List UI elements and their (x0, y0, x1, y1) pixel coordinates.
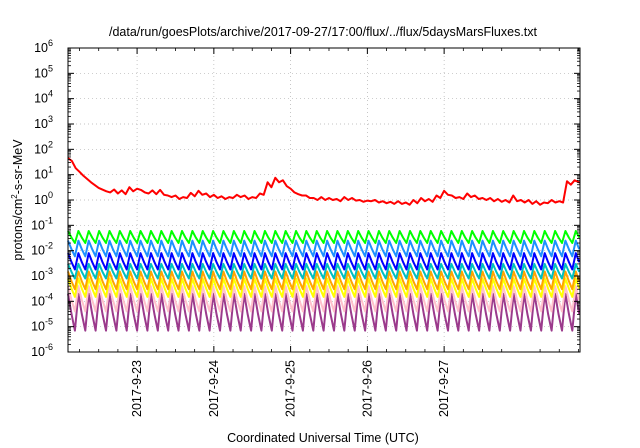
series-line (67, 157, 581, 206)
y-tick-label: 10-3 (31, 266, 53, 283)
y-axis-label-sup: 2 (10, 194, 19, 199)
y-tick-base: 10 (34, 66, 48, 80)
x-tick-label: 2017-9-25 (284, 360, 298, 417)
y-tick-exponent: 4 (48, 89, 53, 99)
y-tick-exponent: 3 (48, 114, 53, 124)
axes (67, 47, 581, 353)
x-axis-label: Coordinated Universal Time (UTC) (227, 431, 419, 445)
y-tick-base: 10 (34, 117, 48, 131)
y-tick-exponent: -3 (45, 266, 53, 276)
x-tick-labels: 2017-9-23 2017-9-24 2017-9-25 2017-9-26 2017… (130, 360, 451, 417)
y-tick-labels: 10-610-510-410-310-210-11001011021031041… (31, 38, 53, 359)
y-tick-label: 102 (34, 139, 53, 156)
y-tick-base: 10 (34, 193, 48, 207)
y-tick-label: 104 (34, 89, 53, 106)
series-line (67, 285, 581, 313)
y-tick-base: 10 (31, 320, 45, 334)
y-tick-label: 103 (34, 114, 53, 131)
y-tick-exponent: -4 (45, 291, 53, 301)
y-tick-exponent: 6 (48, 38, 53, 48)
y-tick-exponent: -2 (45, 241, 53, 251)
y-tick-label: 101 (34, 165, 53, 182)
x-tick-label: 2017-9-23 (130, 360, 144, 417)
y-tick-label: 10-5 (31, 317, 53, 334)
y-axis-label-base: protons/cm (11, 199, 25, 261)
y-tick-label: 10-2 (31, 241, 53, 258)
y-tick-label: 106 (34, 38, 53, 55)
x-tick-label: 2017-9-27 (437, 360, 451, 417)
series-line (67, 292, 581, 332)
y-tick-base: 10 (31, 345, 45, 359)
y-tick-exponent: 2 (48, 139, 53, 149)
y-tick-base: 10 (34, 92, 48, 106)
y-axis-label: protons/cm2-s-sr-MeV (10, 139, 25, 261)
y-tick-exponent: -5 (45, 317, 53, 327)
series-line (67, 252, 581, 271)
y-tick-exponent: 1 (48, 165, 53, 175)
y-tick-base: 10 (34, 168, 48, 182)
x-tick-label: 2017-9-26 (360, 360, 374, 417)
series-line (67, 239, 581, 258)
y-tick-exponent: 5 (48, 63, 53, 73)
y-tick-base: 10 (31, 244, 45, 258)
y-tick-label: 100 (34, 190, 53, 207)
series-line (67, 277, 581, 298)
y-tick-label: 10-4 (31, 291, 53, 308)
y-tick-exponent: 0 (48, 190, 53, 200)
y-tick-base: 10 (31, 294, 45, 308)
series-line (67, 270, 581, 291)
y-axis-label-rest: -s-sr-MeV (11, 139, 25, 195)
y-tick-label: 10-6 (31, 342, 53, 359)
chart-title: /data/run/goesPlots/archive/2017-09-27/1… (109, 25, 538, 39)
y-tick-base: 10 (31, 269, 45, 283)
y-tick-base: 10 (34, 142, 48, 156)
series-line (67, 230, 581, 244)
x-tick-label: 2017-9-24 (207, 360, 221, 417)
y-tick-base: 10 (31, 218, 45, 232)
y-tick-label: 10-1 (31, 215, 53, 232)
y-tick-base: 10 (34, 41, 48, 55)
y-tick-exponent: -6 (45, 342, 53, 352)
data-series (67, 157, 581, 332)
y-tick-label: 105 (34, 63, 53, 80)
plot-frame (67, 47, 581, 353)
series-line (67, 262, 581, 280)
y-tick-exponent: -1 (45, 215, 53, 225)
